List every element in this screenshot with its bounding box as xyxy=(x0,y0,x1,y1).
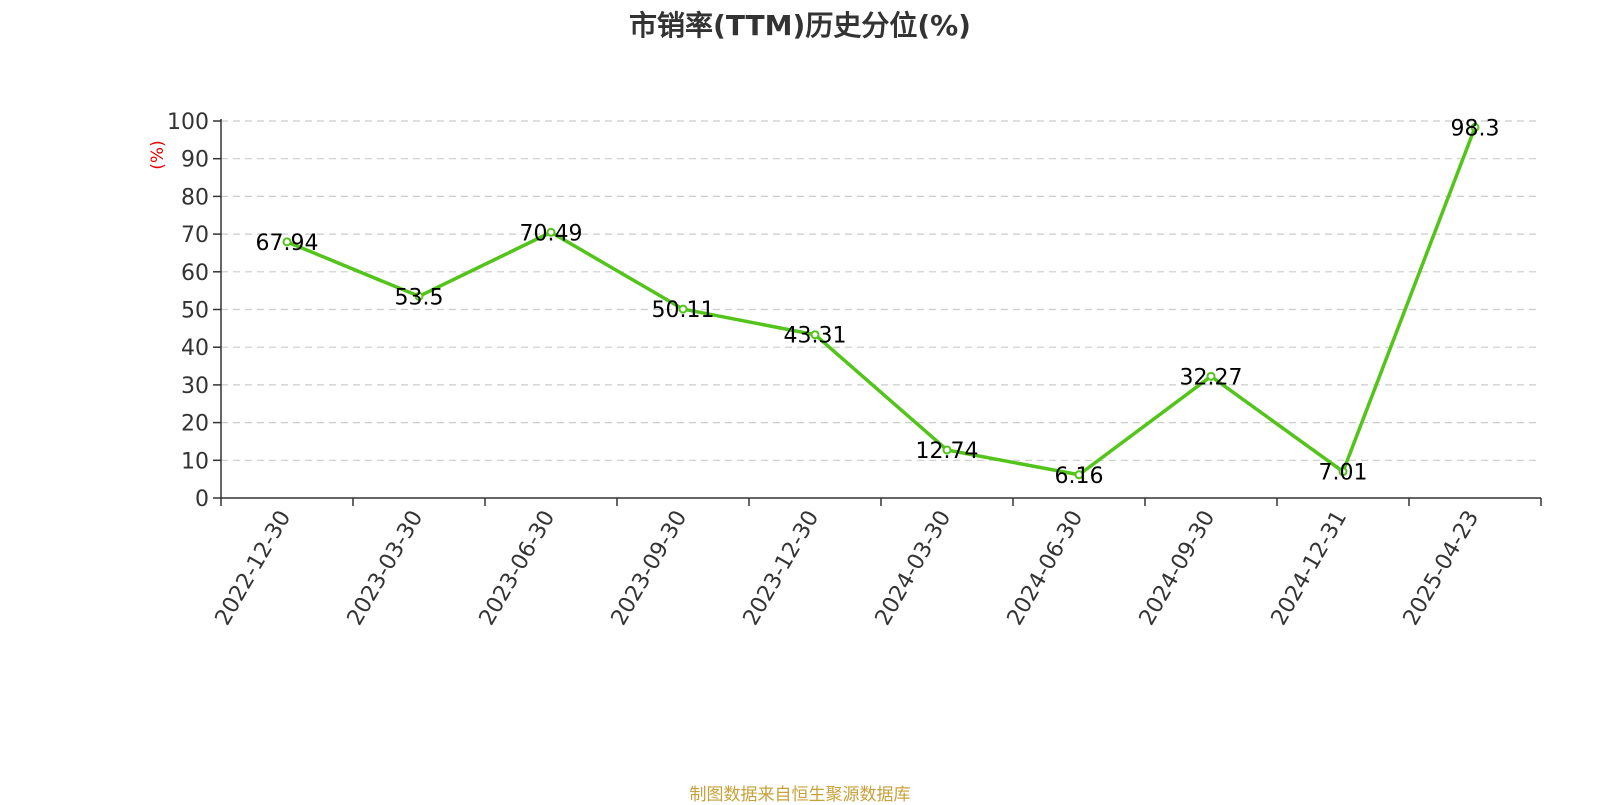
axes: 0 10 20 30 40 50 60 70 80 90 100 (%) 2022-12-30 2023-… xyxy=(148,110,1542,630)
data-point xyxy=(810,330,820,340)
data-point xyxy=(1470,122,1480,132)
y-axis-label: (%) xyxy=(148,140,168,169)
data-point xyxy=(546,227,556,237)
data-label: 6.16 xyxy=(1055,464,1104,489)
data-point xyxy=(942,445,952,455)
source-note: 制图数据来自恒生聚源数据库 xyxy=(689,785,911,805)
data-label: 70.49 xyxy=(520,221,583,246)
x-tick-label: 2022-12-30 xyxy=(211,507,297,630)
data-labels: 67.94 53.5 70.49 50.11 43.31 12.74 6.16 32.27 7.… xyxy=(256,116,1500,488)
data-label: 98.3 xyxy=(1451,116,1500,141)
chart-title: 市销率(TTM)历史分位(%) xyxy=(629,9,971,42)
x-tick-label: 2023-03-30 xyxy=(343,507,429,630)
data-label: 7.01 xyxy=(1319,461,1368,486)
data-label: 12.74 xyxy=(916,439,979,464)
x-tick-label: 2024-12-31 xyxy=(1267,507,1353,630)
y-tick-label: 30 xyxy=(181,374,209,399)
data-point xyxy=(1074,470,1084,480)
y-tick-label: 0 xyxy=(195,487,209,512)
series xyxy=(282,122,1480,480)
x-tick-label: 2023-09-30 xyxy=(607,507,693,630)
series-line xyxy=(286,126,1477,477)
data-point xyxy=(414,291,424,301)
data-point xyxy=(282,237,292,247)
y-tick-label: 20 xyxy=(181,412,209,437)
y-tick-label: 70 xyxy=(181,223,209,248)
data-point xyxy=(1338,467,1348,477)
data-label: 43.31 xyxy=(784,324,847,349)
data-label: 50.11 xyxy=(652,298,715,323)
x-tick-label: 2023-06-30 xyxy=(475,507,561,630)
y-tick-label: 10 xyxy=(181,449,209,474)
y-tick-label: 100 xyxy=(167,110,209,135)
y-tick-label: 60 xyxy=(181,261,209,286)
data-label: 67.94 xyxy=(256,231,319,256)
data-point xyxy=(1206,371,1216,381)
y-tick-label: 50 xyxy=(181,299,209,324)
y-tick-label: 40 xyxy=(181,336,209,361)
y-tick-label: 90 xyxy=(181,148,209,173)
x-tick-label: 2023-12-30 xyxy=(739,507,825,630)
data-label: 53.5 xyxy=(395,285,444,310)
x-tick-label: 2024-09-30 xyxy=(1135,507,1221,630)
x-tick-label: 2024-06-30 xyxy=(1003,507,1089,630)
x-tick-label: 2025-04-23 xyxy=(1399,507,1485,630)
data-label: 32.27 xyxy=(1180,365,1243,390)
data-point xyxy=(678,304,688,314)
y-tick-label: 80 xyxy=(181,185,209,210)
x-tick-label: 2024-03-30 xyxy=(871,507,957,630)
grid-lines xyxy=(221,120,1541,461)
